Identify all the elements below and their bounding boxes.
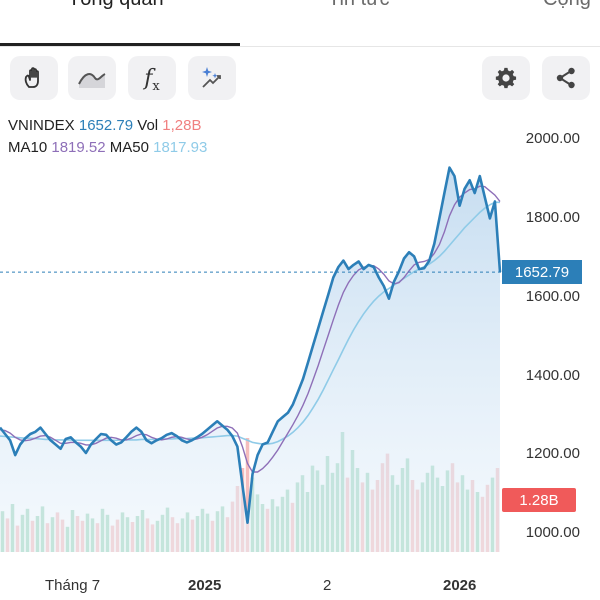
legend-price: 1652.79 <box>78 117 134 134</box>
x-label-2025: 2025 <box>188 577 222 594</box>
y-tick-label: 1800.00 <box>525 209 580 226</box>
legend-ma10-value: 1819.52 <box>51 139 106 156</box>
x-label-feb: 2 <box>323 577 332 594</box>
legend-symbol: VNINDEX <box>8 117 75 134</box>
legend-ma50-value: 1817.93 <box>153 139 208 156</box>
y-tick-label: 1600.00 <box>525 288 580 305</box>
volume-bar <box>245 438 250 552</box>
y-tick-label: 1400.00 <box>525 367 580 384</box>
legend-vol-value: 1,28B <box>162 117 202 134</box>
tab-community[interactable]: Cộng <box>543 0 591 11</box>
price-line <box>0 166 502 525</box>
y-tick-label: 1000.00 <box>525 524 580 541</box>
legend-vol-label: Vol <box>137 117 159 134</box>
x-label-2026: 2026 <box>443 577 477 594</box>
legend-ma10-label: MA10 <box>8 139 48 156</box>
share-button[interactable] <box>542 56 590 100</box>
legend-ma50-label: MA50 <box>109 139 149 156</box>
price-area <box>0 167 500 552</box>
line-style-button[interactable] <box>68 56 116 100</box>
fx-label: f <box>144 65 153 91</box>
top-tab-bar: Tổng quan Tin tức Cộng <box>0 0 600 47</box>
x-label-july: Tháng 7 <box>45 577 101 594</box>
active-tab-indicator <box>0 43 240 46</box>
hand-pan-icon <box>24 67 39 88</box>
legend-row-price: VNINDEX 1652.79 Vol 1,28B <box>8 117 202 134</box>
y-tick-label: 1200.00 <box>525 445 580 462</box>
tab-news[interactable]: Tin tức <box>328 0 390 11</box>
fx-indicator-icon: fx <box>144 65 160 94</box>
ma50-line <box>0 201 500 445</box>
volume-tag: 1.28B <box>502 488 576 512</box>
share-icon <box>556 67 575 89</box>
legend-row-ma: MA10 1819.52 MA50 1817.93 <box>8 139 207 156</box>
indicator-button[interactable]: fx <box>128 56 176 100</box>
tab-overview[interactable]: Tổng quan <box>68 0 164 11</box>
gear-icon <box>495 67 517 89</box>
y-tick-label: 2000.00 <box>525 130 580 147</box>
hand-pan-button[interactable] <box>10 56 58 100</box>
magic-draw-icon <box>202 67 221 88</box>
last-price-tag: 1652.79 <box>502 260 582 284</box>
fx-subscript: x <box>152 78 160 94</box>
line-style-icon <box>78 73 106 88</box>
settings-button[interactable] <box>482 56 530 100</box>
magic-draw-button[interactable] <box>188 56 236 100</box>
